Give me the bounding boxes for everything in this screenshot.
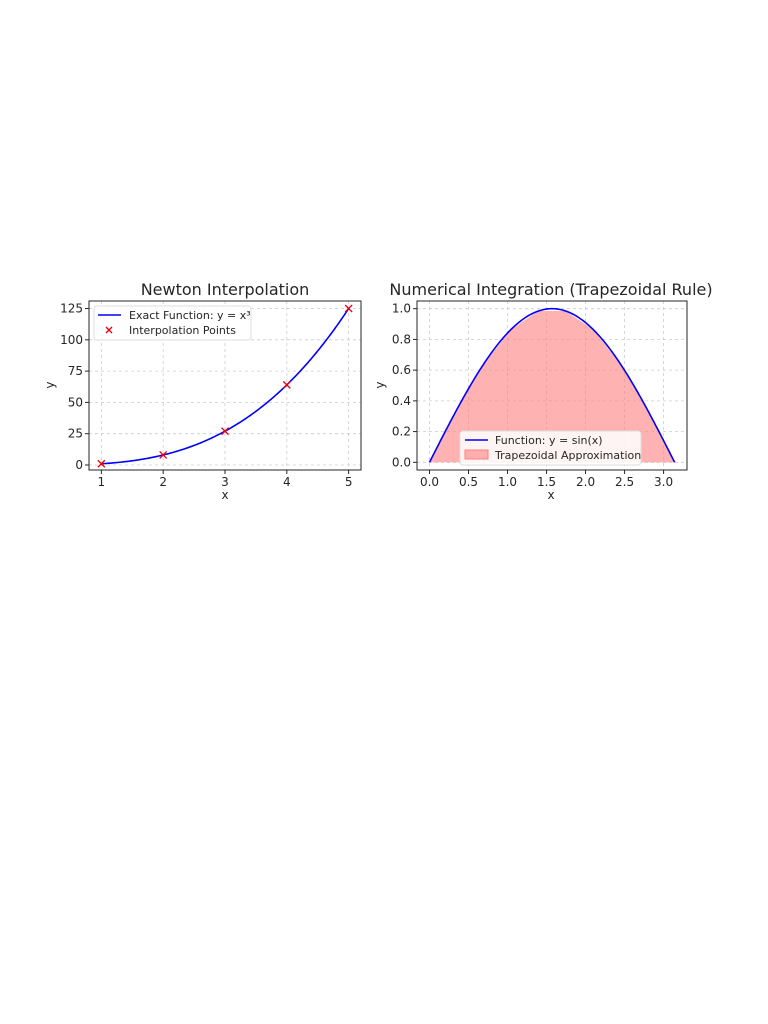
chart-title: Newton Interpolation <box>141 280 310 299</box>
x-axis-label: x <box>547 488 554 502</box>
y-tick-label: 125 <box>60 302 83 316</box>
legend-entry-function: Function: y = sin(x) <box>495 434 603 447</box>
newton-interpolation-chart: Newton Interpolation 1 2 3 4 50255075100125 … <box>43 280 362 502</box>
y-tick-label: 100 <box>60 333 83 347</box>
function-line <box>428 307 676 463</box>
legend-entry-exact-function: Exact Function: y = x³ <box>129 309 251 322</box>
y-tick-label: 0.2 <box>392 425 411 439</box>
interpolation-point <box>344 304 353 313</box>
y-tick-label: 50 <box>68 395 83 409</box>
y-tick-label: 1.0 <box>392 302 411 316</box>
interpolation-point <box>282 380 291 389</box>
interpolation-point <box>221 427 229 436</box>
legend: Function: y = sin(x) Trapezoidal Approxi… <box>459 430 642 466</box>
axes-frame <box>416 300 688 471</box>
y-tick-label: 0.8 <box>392 332 411 346</box>
x-tick-label: 3.0 <box>654 475 673 489</box>
x-tick-label: 0.5 <box>459 475 478 489</box>
legend-box <box>93 305 252 341</box>
y-axis-label: y <box>43 381 57 388</box>
legend: Exact Function: y = x³ Interpolation Poi… <box>93 305 252 341</box>
y-axis-label: y <box>373 381 387 388</box>
x-tick-label: 2.0 <box>576 475 595 489</box>
x-tick-label: 5 <box>345 475 353 489</box>
legend-box <box>459 430 642 466</box>
legend-entry-interpolation-points: Interpolation Points <box>129 324 236 337</box>
y-tick-label: 0.0 <box>392 455 411 469</box>
x-tick-label: 1.0 <box>498 475 517 489</box>
x-tick-label: 1.5 <box>537 475 556 489</box>
chart-title: Numerical Integration (Trapezoidal Rule) <box>389 280 712 299</box>
legend-area-swatch <box>464 449 489 460</box>
x-tick-label: 1 <box>98 475 106 489</box>
trapezoidal-integration-chart: Numerical Integration (Trapezoidal Rule)… <box>373 280 713 502</box>
x-tick-label: 2 <box>159 475 167 489</box>
legend-marker-swatch <box>105 326 113 334</box>
x-tick-label: 0.0 <box>420 475 439 489</box>
trapezoid-area <box>429 310 675 463</box>
x-tick-label: 3 <box>221 475 229 489</box>
x-axis-label: x <box>221 488 228 502</box>
y-tick-label: 0.4 <box>392 394 411 408</box>
interpolation-point <box>159 451 168 459</box>
x-tick-label: 4 <box>283 475 291 489</box>
x-tick-label: 2.5 <box>615 475 634 489</box>
interpolation-point <box>97 459 106 468</box>
y-tick-label: 25 <box>68 427 83 441</box>
y-tick-label: 0.6 <box>392 363 411 377</box>
y-tick-label: 0 <box>75 458 83 472</box>
legend-entry-trapezoidal-approximation: Trapezoidal Approximation <box>494 449 641 462</box>
y-tick-label: 75 <box>68 364 83 378</box>
